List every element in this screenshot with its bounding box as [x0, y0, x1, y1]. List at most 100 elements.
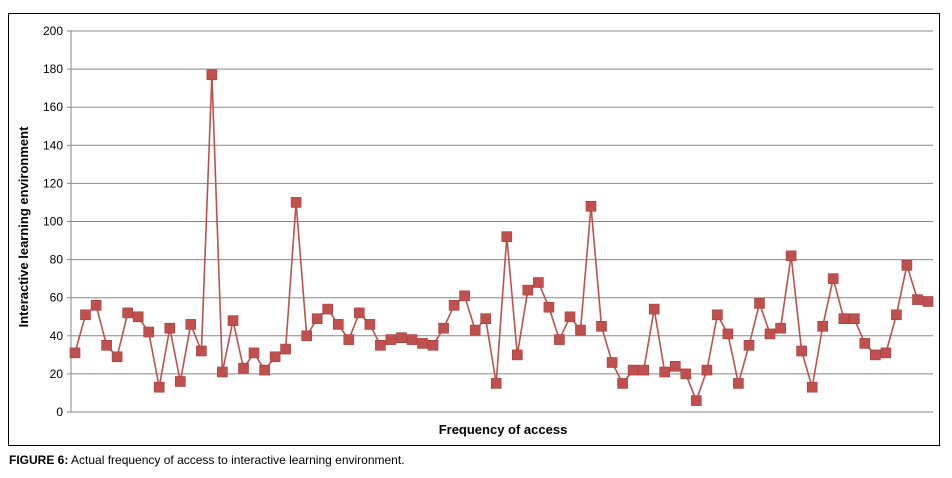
data-point-marker: [912, 294, 923, 305]
data-point-marker: [459, 290, 470, 302]
data-point-marker: [427, 339, 439, 351]
y-tick-label: 20: [50, 367, 64, 381]
data-point-marker: [269, 351, 281, 363]
data-point-marker: [417, 338, 428, 349]
y-tick-label: 140: [43, 138, 63, 152]
data-point-marker: [817, 320, 829, 332]
data-point-marker: [280, 343, 291, 355]
data-point-marker: [712, 309, 723, 321]
data-point-marker: [838, 313, 850, 325]
data-point-marker: [396, 332, 407, 344]
y-tick-label: 80: [50, 253, 64, 267]
data-point-marker: [385, 334, 397, 345]
y-tick-label: 60: [50, 291, 64, 305]
data-point-marker: [217, 366, 228, 378]
data-point-marker: [101, 339, 112, 351]
data-point-marker: [564, 311, 576, 323]
data-point-marker: [406, 334, 418, 345]
data-point-marker: [533, 277, 544, 288]
data-point-marker: [733, 378, 744, 389]
data-point-marker: [775, 322, 786, 334]
data-point-marker: [627, 364, 639, 376]
data-point-marker: [722, 328, 734, 340]
data-point-marker: [311, 313, 323, 325]
data-point-marker: [259, 364, 270, 376]
y-tick-label: 180: [43, 62, 63, 76]
data-point-marker: [196, 345, 207, 357]
gridlines: [71, 30, 933, 375]
data-point-marker: [880, 347, 892, 359]
data-point-marker: [438, 322, 449, 334]
data-point-marker: [153, 381, 165, 393]
x-axis-title: Frequency of access: [439, 422, 568, 437]
data-point-marker: [238, 362, 249, 374]
data-point-marker: [364, 319, 376, 330]
series-line: [74, 73, 929, 402]
data-point-marker: [185, 319, 197, 330]
data-point-marker: [206, 69, 218, 81]
data-point-marker: [701, 364, 713, 376]
y-tick-label: 100: [43, 215, 63, 229]
y-tick-label: 160: [43, 100, 63, 114]
data-point-marker: [164, 322, 176, 334]
data-point-marker: [301, 330, 313, 342]
data-point-marker: [448, 299, 460, 311]
chart-frame: 0 20 40 60 80 100 120 140 160 180 200 Interactive …: [8, 13, 940, 446]
line-chart: 0 20 40 60 80 100 120 140 160 180 200 Interactive …: [16, 24, 934, 437]
data-point-marker: [132, 311, 144, 323]
data-point-marker: [869, 349, 881, 361]
data-point-marker: [638, 364, 650, 376]
data-point-marker: [606, 357, 618, 368]
data-point-marker: [554, 334, 565, 345]
data-point-marker: [80, 309, 91, 321]
data-point-marker: [522, 284, 534, 296]
data-point-marker: [827, 273, 839, 284]
data-point-marker: [901, 260, 913, 271]
data-point-marker: [806, 381, 818, 393]
data-point-marker: [785, 250, 797, 262]
data-point-marker: [501, 231, 513, 242]
data-point-marker: [490, 378, 502, 389]
data-point-marker: [848, 313, 860, 325]
data-point-marker: [248, 347, 260, 359]
figure-caption: FIGURE 6: Actual frequency of access to …: [9, 453, 405, 467]
data-point-marker: [859, 338, 871, 349]
data-point-marker: [332, 319, 344, 330]
data-point-marker: [69, 347, 81, 359]
data-point-marker: [669, 360, 681, 372]
data-point-marker: [480, 313, 492, 325]
data-point-marker: [175, 376, 186, 387]
data-point-marker: [648, 303, 660, 315]
series-line-path: [74, 73, 929, 402]
figure-caption-text: Actual frequency of access to interactiv…: [68, 453, 405, 467]
y-tick-label: 120: [43, 176, 63, 190]
data-point-marker: [511, 349, 523, 361]
data-point-marker: [690, 395, 702, 406]
data-point-marker: [922, 296, 934, 307]
data-point-marker: [743, 339, 755, 351]
y-tick-label: 0: [56, 405, 63, 419]
data-point-marker: [143, 326, 154, 338]
data-point-marker: [122, 307, 133, 319]
y-tick-labels: 0 20 40 60 80 100 120 140 160 180 200: [43, 24, 63, 419]
figure-caption-label: FIGURE 6:: [9, 453, 69, 467]
data-point-marker: [754, 298, 765, 309]
data-point-marker: [680, 368, 692, 380]
data-point-marker: [764, 328, 776, 340]
data-point-marker: [375, 339, 386, 351]
data-point-marker: [343, 334, 355, 345]
data-point-marker: [469, 324, 481, 336]
data-point-marker: [290, 197, 302, 208]
y-axis-title: Interactive learning environment: [16, 126, 31, 328]
data-point-marker: [90, 299, 102, 311]
data-point-marker: [585, 201, 597, 212]
y-tick-label: 200: [43, 24, 63, 38]
data-point-marker: [659, 366, 671, 378]
data-point-marker: [891, 309, 902, 321]
data-point-marker: [353, 307, 365, 319]
series-markers: [69, 69, 934, 406]
data-point-marker: [796, 345, 807, 357]
data-point-marker: [575, 324, 586, 336]
data-point-marker: [596, 320, 607, 332]
data-point-marker: [227, 315, 239, 326]
